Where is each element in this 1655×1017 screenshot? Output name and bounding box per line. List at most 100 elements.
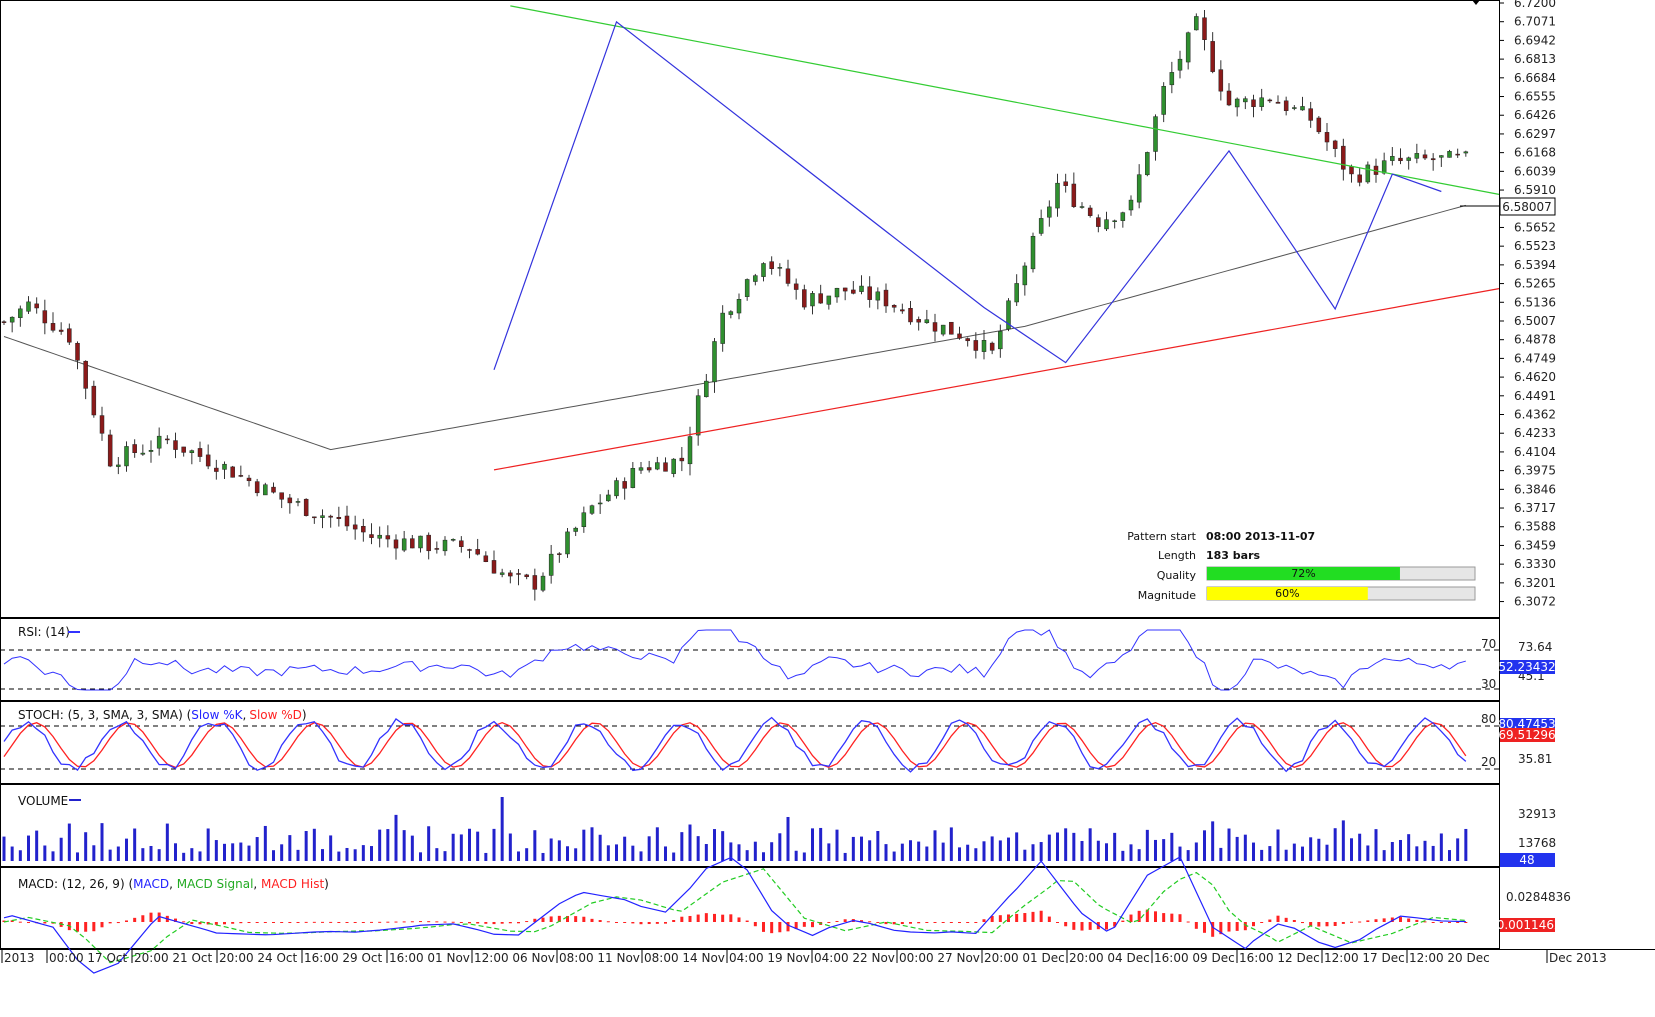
candle [467, 548, 472, 559]
volume-bar [247, 845, 251, 861]
volume-bar [1456, 838, 1460, 861]
volume-bar [1227, 828, 1231, 861]
macd-hist-bar [753, 922, 757, 927]
volume-bar [174, 843, 177, 861]
candle [124, 441, 129, 472]
volume-bar [1072, 832, 1076, 861]
volume-bar [1358, 833, 1362, 861]
macd-hist-bar [794, 922, 798, 930]
candle [826, 295, 832, 310]
candle [989, 341, 995, 355]
pane-frames [0, 0, 1655, 950]
macd-hist-bar [664, 922, 667, 924]
volume-bar [239, 842, 243, 861]
volume-bar [198, 851, 202, 861]
candle [606, 489, 611, 502]
volume-bar [909, 840, 912, 861]
candle [1161, 82, 1166, 123]
volume-bar [329, 835, 333, 861]
candle [352, 515, 358, 540]
candle [238, 465, 244, 478]
candle [9, 316, 15, 333]
candle [1218, 60, 1224, 101]
volume-bar [1039, 842, 1043, 861]
candle [1243, 96, 1248, 110]
volume-bar [566, 846, 569, 861]
candle [1365, 161, 1371, 184]
macd-hist-bar [296, 922, 300, 923]
volume-bar [1194, 842, 1198, 861]
volume-bar [231, 843, 235, 861]
price-tick-label: 6.3846 [1514, 482, 1556, 496]
macd-hist-bar [116, 922, 120, 924]
candle [1145, 151, 1150, 177]
macd-hist-bar [672, 920, 676, 922]
macd-hist-bar [370, 921, 373, 923]
price-tick-label: 6.3330 [1514, 557, 1556, 571]
candle [459, 536, 464, 553]
volume-bar [1301, 846, 1304, 861]
volume-bar [451, 833, 455, 861]
volume-bar [18, 850, 22, 861]
candle [565, 528, 570, 558]
macd-hist-bar [1399, 917, 1402, 922]
volume-bar [35, 830, 39, 861]
candle [957, 326, 962, 340]
volume-bar [190, 848, 194, 861]
quality-value: 72% [1291, 567, 1315, 580]
magnitude-label: Magnitude [1138, 589, 1197, 602]
candle [1381, 152, 1387, 175]
macd-pane-frame [0, 867, 1500, 949]
macd-hist-bar [1276, 915, 1280, 922]
candle [1079, 202, 1085, 209]
macd-hist-bar [1309, 922, 1313, 927]
volume-bar [819, 827, 823, 861]
macd-hist-bar [1170, 913, 1174, 922]
macd-hist-bar [704, 913, 708, 922]
candle [924, 309, 930, 324]
candle [1169, 61, 1175, 94]
volume-bar [1113, 832, 1117, 861]
macd-hist-bar [941, 922, 945, 923]
price-tick-label: 6.5007 [1514, 314, 1556, 328]
volume-bar [745, 850, 749, 861]
time-tick-label: 2013 [4, 951, 35, 965]
stoch-k-current-badge [1500, 728, 1555, 742]
volume-bar [484, 852, 488, 861]
candle [50, 312, 56, 333]
macd-hist-bar [1423, 921, 1427, 923]
candle [26, 296, 31, 315]
candle [165, 435, 170, 445]
volume-bar [582, 829, 586, 861]
volume-pane: VOLUME 32913 13768 48 [2, 794, 1556, 867]
candle [205, 444, 211, 470]
rsi-level-30-label: 30 [1481, 677, 1496, 691]
volume-bar [778, 833, 782, 861]
macd-hist-bar [549, 916, 553, 922]
time-tick-label: Dec 2013 [1549, 951, 1607, 965]
magnitude-bar-fill [1207, 587, 1368, 600]
candle [1349, 164, 1354, 183]
volume-bar [1260, 849, 1264, 861]
volume-bar [1154, 839, 1157, 861]
macd-hist-bar [402, 921, 406, 923]
volume-bar [443, 851, 447, 861]
candle [1014, 274, 1019, 306]
macd-hist-bar [1203, 922, 1206, 933]
volume-bar [998, 840, 1002, 861]
volume-bar [1292, 843, 1296, 861]
volume-bar [76, 852, 79, 861]
volume-bar [133, 828, 137, 861]
price-pane [1, 5, 1500, 601]
time-tick-label: 08:00 14 Nov [644, 951, 725, 965]
candle [753, 273, 758, 286]
volume-bar [974, 848, 978, 861]
price-tick-label: 6.4491 [1514, 389, 1556, 403]
candle [810, 291, 815, 315]
scroll-marker-icon[interactable] [1472, 0, 1480, 5]
time-axis: 2013 00:00 17 Oct 20:00 21 Oct 20:00 24 Oct… [1, 950, 1607, 965]
candle [1259, 88, 1264, 111]
candle [491, 550, 497, 574]
macd-hist-bar [1211, 922, 1215, 937]
macd-hist-bar [884, 922, 888, 925]
